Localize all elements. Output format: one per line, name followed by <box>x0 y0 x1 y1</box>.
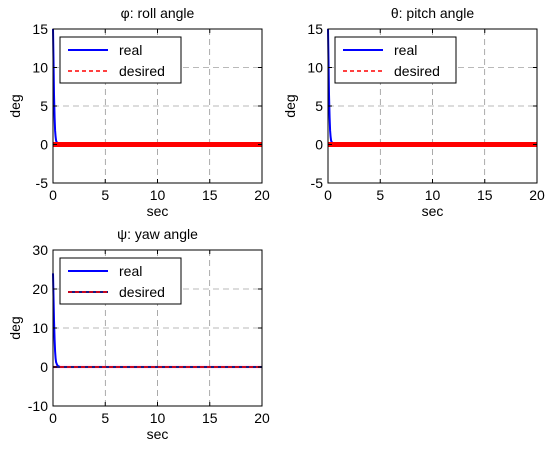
x-axis-label-0: sec <box>147 203 169 219</box>
x-axis-label-2: sec <box>147 426 169 442</box>
x-tick-label-2-0: 0 <box>49 410 57 426</box>
x-tick-label-2-3: 15 <box>202 410 218 426</box>
legend-box-0 <box>59 36 182 84</box>
y-tick-label-1-2: 5 <box>315 98 323 114</box>
x-tick-label-1-3: 15 <box>477 187 493 203</box>
y-tick-label-1-0: -5 <box>311 175 324 191</box>
x-tick-label-2-4: 20 <box>254 410 270 426</box>
y-axis-label-1: deg <box>282 94 298 117</box>
legend-box-2 <box>59 257 182 305</box>
legend-label-2-0: real <box>119 263 142 279</box>
y-tick-label-0-0: -5 <box>36 175 49 191</box>
x-tick-label-2-2: 10 <box>150 410 166 426</box>
y-tick-label-0-2: 5 <box>40 98 48 114</box>
x-axis-label-1: sec <box>422 203 444 219</box>
x-tick-label-0-2: 10 <box>150 187 166 203</box>
legend-box-1 <box>334 36 457 84</box>
chart-title-1: θ: pitch angle <box>391 5 474 21</box>
y-tick-label-2-1: 0 <box>40 359 48 375</box>
y-tick-label-1-4: 15 <box>307 21 323 37</box>
legend-label-1-1: desired <box>394 63 440 79</box>
x-tick-label-1-1: 5 <box>376 187 384 203</box>
x-tick-label-1-4: 20 <box>529 187 545 203</box>
y-tick-label-2-4: 30 <box>32 242 48 258</box>
legend-label-1-0: real <box>394 42 417 58</box>
y-tick-label-1-1: 0 <box>315 137 323 153</box>
y-tick-label-0-1: 0 <box>40 137 48 153</box>
x-tick-label-0-4: 20 <box>254 187 270 203</box>
y-tick-label-0-4: 15 <box>32 21 48 37</box>
y-tick-label-1-3: 10 <box>307 60 323 76</box>
y-axis-label-0: deg <box>7 94 23 117</box>
y-tick-label-2-2: 10 <box>32 320 48 336</box>
x-tick-label-1-2: 10 <box>425 187 441 203</box>
y-tick-label-0-3: 10 <box>32 60 48 76</box>
x-tick-label-2-1: 5 <box>101 410 109 426</box>
chart-title-2: ψ: yaw angle <box>117 226 198 242</box>
x-tick-label-1-0: 0 <box>324 187 332 203</box>
x-tick-label-0-1: 5 <box>101 187 109 203</box>
y-axis-label-2: deg <box>7 316 23 339</box>
x-tick-label-0-3: 15 <box>202 187 218 203</box>
y-tick-label-2-0: -10 <box>28 398 48 414</box>
y-tick-label-2-3: 20 <box>32 281 48 297</box>
legend-label-0-0: real <box>119 42 142 58</box>
x-tick-label-0-0: 0 <box>49 187 57 203</box>
legend-label-0-1: desired <box>119 63 165 79</box>
chart-title-0: φ: roll angle <box>121 5 195 21</box>
legend-label-2-1: desired <box>119 284 165 300</box>
